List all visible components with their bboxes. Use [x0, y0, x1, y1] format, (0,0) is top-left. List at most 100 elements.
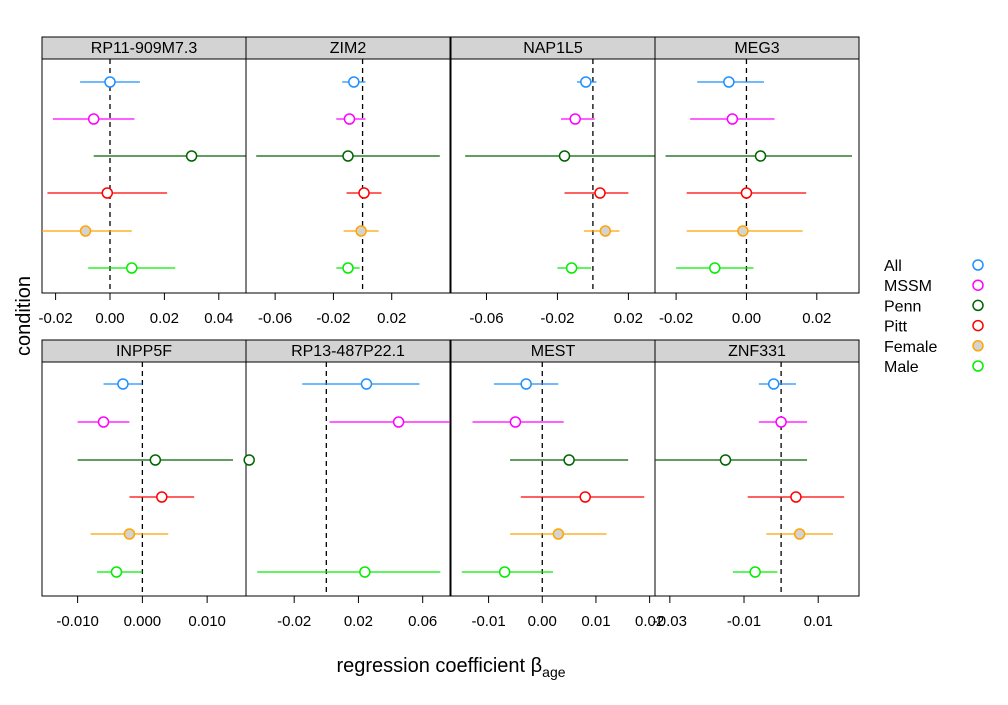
point-pitt: [358, 187, 370, 199]
point-all: [104, 76, 116, 88]
point-female: [355, 225, 367, 237]
legend-label-mssm: MSSM: [884, 278, 932, 295]
panel-strip-label: INPP5F: [116, 343, 172, 360]
point-male: [342, 262, 354, 274]
point-female: [599, 225, 612, 237]
x-tick-label: 0.00: [732, 310, 761, 327]
point-mssm: [726, 113, 739, 125]
panel-znf331: ZNF331 -0.03 -0.01 0.01: [653, 339, 860, 630]
panel-rp11-909m7-3: RP11-909M7.3 -0.02 0.00 0.02 0.04: [38, 36, 247, 327]
panel-frame: [450, 58, 656, 294]
point-mssm: [97, 416, 110, 428]
legend-marker-mssm: [972, 279, 984, 291]
x-tick-label: -0.02: [316, 310, 350, 327]
point-mssm: [569, 113, 581, 125]
x-tick-label: -0.06: [469, 310, 503, 327]
panel-strip-label: NAP1L5: [523, 40, 583, 57]
panel-strip-label: ZNF331: [728, 343, 786, 360]
point-all: [117, 378, 129, 390]
x-tick-label: -0.02: [659, 310, 693, 327]
panel-strip-label: MEST: [531, 343, 576, 360]
point-penn: [342, 150, 354, 162]
point-all: [360, 378, 373, 390]
point-all: [348, 76, 360, 88]
panel-frame: [450, 361, 656, 597]
point-mssm: [87, 113, 100, 125]
point-male: [359, 566, 371, 578]
panel-nap1l5: NAP1L5 -0.06 -0.02 0.02: [450, 36, 656, 327]
point-pitt: [790, 491, 802, 503]
x-axis-label-subscript: age: [542, 664, 566, 680]
point-mssm: [509, 416, 522, 428]
legend-marker-female: [972, 340, 984, 352]
x-tick-label: 0.02: [150, 310, 179, 327]
x-tick-label: -0.01: [471, 613, 505, 630]
point-penn: [149, 454, 162, 466]
x-axis-label: regression coefficient βage: [336, 655, 565, 680]
panel-frame: [41, 58, 247, 294]
point-mssm: [343, 113, 356, 125]
point-penn: [558, 150, 571, 162]
point-mssm: [775, 416, 787, 428]
point-penn: [185, 150, 198, 162]
panel-frame: [245, 58, 451, 294]
panel-mest: MEST -0.01 0.00 0.01 0.02: [450, 339, 664, 630]
legend-marker-male: [972, 360, 984, 372]
x-tick-label: 0.01: [804, 613, 833, 630]
x-tick-label: -0.06: [258, 310, 292, 327]
y-axis-label: condition: [13, 276, 35, 356]
x-tick-label: 0.000: [124, 613, 162, 630]
panel-strip-label: RP11-909M7.3: [91, 40, 198, 57]
x-tick-label: 0.010: [188, 613, 226, 630]
point-male: [565, 262, 578, 274]
x-tick-label: -0.03: [653, 613, 687, 630]
point-male: [110, 566, 123, 578]
point-all: [767, 378, 780, 390]
point-penn: [563, 454, 575, 466]
point-female: [123, 528, 136, 540]
legend-marker-penn: [972, 299, 984, 312]
x-tick-label: 0.00: [95, 310, 124, 327]
point-penn: [243, 454, 255, 466]
panel-strip-label: RP13-487P22.1: [291, 343, 405, 360]
point-male: [749, 566, 761, 578]
panel-frame: [41, 361, 247, 597]
point-pitt: [594, 187, 606, 199]
point-male: [126, 262, 138, 274]
x-tick-label: -0.01: [727, 613, 761, 630]
point-pitt: [740, 187, 753, 199]
point-penn: [754, 150, 767, 162]
point-female: [79, 225, 92, 237]
panel-zim2: ZIM2 -0.06 -0.02 0.02: [245, 36, 451, 327]
point-male: [709, 262, 721, 274]
panel-meg3: MEG3 -0.02 0.00 0.02: [654, 36, 860, 327]
panel-strip-label: MEG3: [734, 40, 779, 57]
panel-frame: [245, 361, 451, 597]
panels-layer: RP11-909M7.3 -0.02 0.00 0.02 0.04 ZIM2 -0.06 -0…: [38, 36, 860, 630]
x-tick-label: 0.01: [581, 613, 610, 630]
legend-label-all: All: [884, 258, 902, 275]
x-tick-label: 0.06: [408, 613, 437, 630]
x-tick-label: 0.00: [528, 613, 557, 630]
point-pitt: [156, 491, 168, 503]
point-penn: [719, 454, 732, 466]
point-female: [793, 528, 806, 540]
point-pitt: [101, 187, 114, 199]
panel-frame: [654, 361, 860, 597]
x-tick-label: 0.02: [614, 310, 643, 327]
point-female: [552, 528, 565, 540]
legend-marker-all: [972, 259, 984, 271]
panel-rp13-487p22-1: RP13-487P22.1 -0.02 0.02 0.06: [243, 339, 451, 630]
legend-label-penn: Penn: [884, 298, 921, 315]
legend-label-female: Female: [884, 339, 937, 356]
point-all: [723, 76, 735, 88]
x-tick-label: 0.04: [204, 310, 233, 327]
point-mssm: [392, 416, 405, 428]
legend-marker-pitt: [972, 319, 984, 332]
x-tick-label: -0.010: [56, 613, 99, 630]
point-male: [498, 566, 511, 578]
x-tick-label: 0.02: [344, 613, 373, 630]
x-axis-label-main: regression coefficient β: [336, 655, 542, 677]
x-tick-label: 0.02: [802, 310, 831, 327]
